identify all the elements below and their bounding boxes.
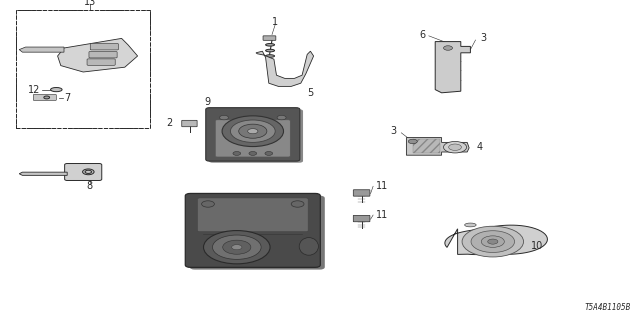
Circle shape [223, 240, 251, 254]
Text: 9: 9 [205, 97, 211, 108]
Circle shape [444, 141, 467, 153]
Text: 3: 3 [390, 126, 397, 136]
Ellipse shape [266, 49, 275, 52]
Circle shape [248, 129, 258, 134]
Polygon shape [435, 42, 470, 93]
Circle shape [232, 244, 242, 250]
Polygon shape [406, 138, 469, 155]
Polygon shape [445, 225, 547, 255]
Text: 6: 6 [419, 30, 426, 40]
Circle shape [408, 139, 417, 144]
Polygon shape [58, 38, 138, 72]
Ellipse shape [300, 237, 319, 255]
Circle shape [277, 116, 286, 120]
Ellipse shape [44, 96, 50, 99]
Text: 8: 8 [86, 181, 93, 191]
Circle shape [220, 116, 228, 120]
Circle shape [444, 46, 452, 50]
FancyBboxPatch shape [90, 44, 118, 50]
Text: 5: 5 [307, 88, 314, 98]
Circle shape [212, 235, 261, 259]
FancyBboxPatch shape [186, 193, 320, 267]
FancyBboxPatch shape [197, 198, 308, 232]
Text: 11: 11 [376, 210, 388, 220]
Ellipse shape [51, 87, 62, 92]
Circle shape [449, 144, 461, 150]
Text: 7: 7 [64, 92, 70, 103]
Polygon shape [19, 172, 67, 175]
FancyBboxPatch shape [353, 190, 370, 196]
Circle shape [204, 230, 270, 264]
Text: 3: 3 [480, 33, 486, 44]
Ellipse shape [85, 170, 92, 173]
Text: 10: 10 [531, 241, 543, 252]
FancyBboxPatch shape [263, 36, 276, 40]
FancyBboxPatch shape [209, 109, 303, 163]
Bar [16, 10, 150, 128]
Circle shape [249, 152, 257, 155]
FancyBboxPatch shape [353, 215, 370, 222]
Ellipse shape [266, 44, 275, 46]
Circle shape [291, 201, 304, 207]
Ellipse shape [465, 223, 476, 227]
Circle shape [488, 239, 498, 244]
Polygon shape [413, 139, 440, 153]
Bar [16, 10, 150, 128]
Ellipse shape [83, 169, 94, 175]
Circle shape [481, 236, 504, 247]
Circle shape [222, 116, 284, 147]
Text: 11: 11 [376, 181, 388, 191]
FancyBboxPatch shape [89, 52, 117, 58]
Bar [16, 10, 150, 128]
Ellipse shape [266, 55, 275, 57]
Polygon shape [19, 47, 64, 52]
Text: T5A4B1105B: T5A4B1105B [584, 303, 630, 312]
Circle shape [230, 120, 275, 142]
Circle shape [471, 231, 515, 252]
Text: 2: 2 [166, 118, 173, 128]
Polygon shape [256, 51, 314, 86]
Bar [16, 10, 150, 128]
FancyBboxPatch shape [206, 108, 300, 161]
Circle shape [265, 152, 273, 155]
Text: 12: 12 [28, 84, 40, 95]
Text: 4: 4 [477, 142, 483, 152]
Circle shape [202, 201, 214, 207]
Text: 1: 1 [272, 17, 278, 28]
FancyBboxPatch shape [182, 120, 197, 127]
Text: 13: 13 [83, 0, 96, 7]
Circle shape [233, 152, 241, 155]
Circle shape [462, 226, 524, 257]
FancyBboxPatch shape [65, 164, 102, 180]
FancyBboxPatch shape [87, 59, 115, 65]
Circle shape [239, 124, 267, 138]
FancyBboxPatch shape [189, 196, 325, 269]
FancyBboxPatch shape [33, 94, 56, 100]
FancyBboxPatch shape [215, 120, 291, 157]
